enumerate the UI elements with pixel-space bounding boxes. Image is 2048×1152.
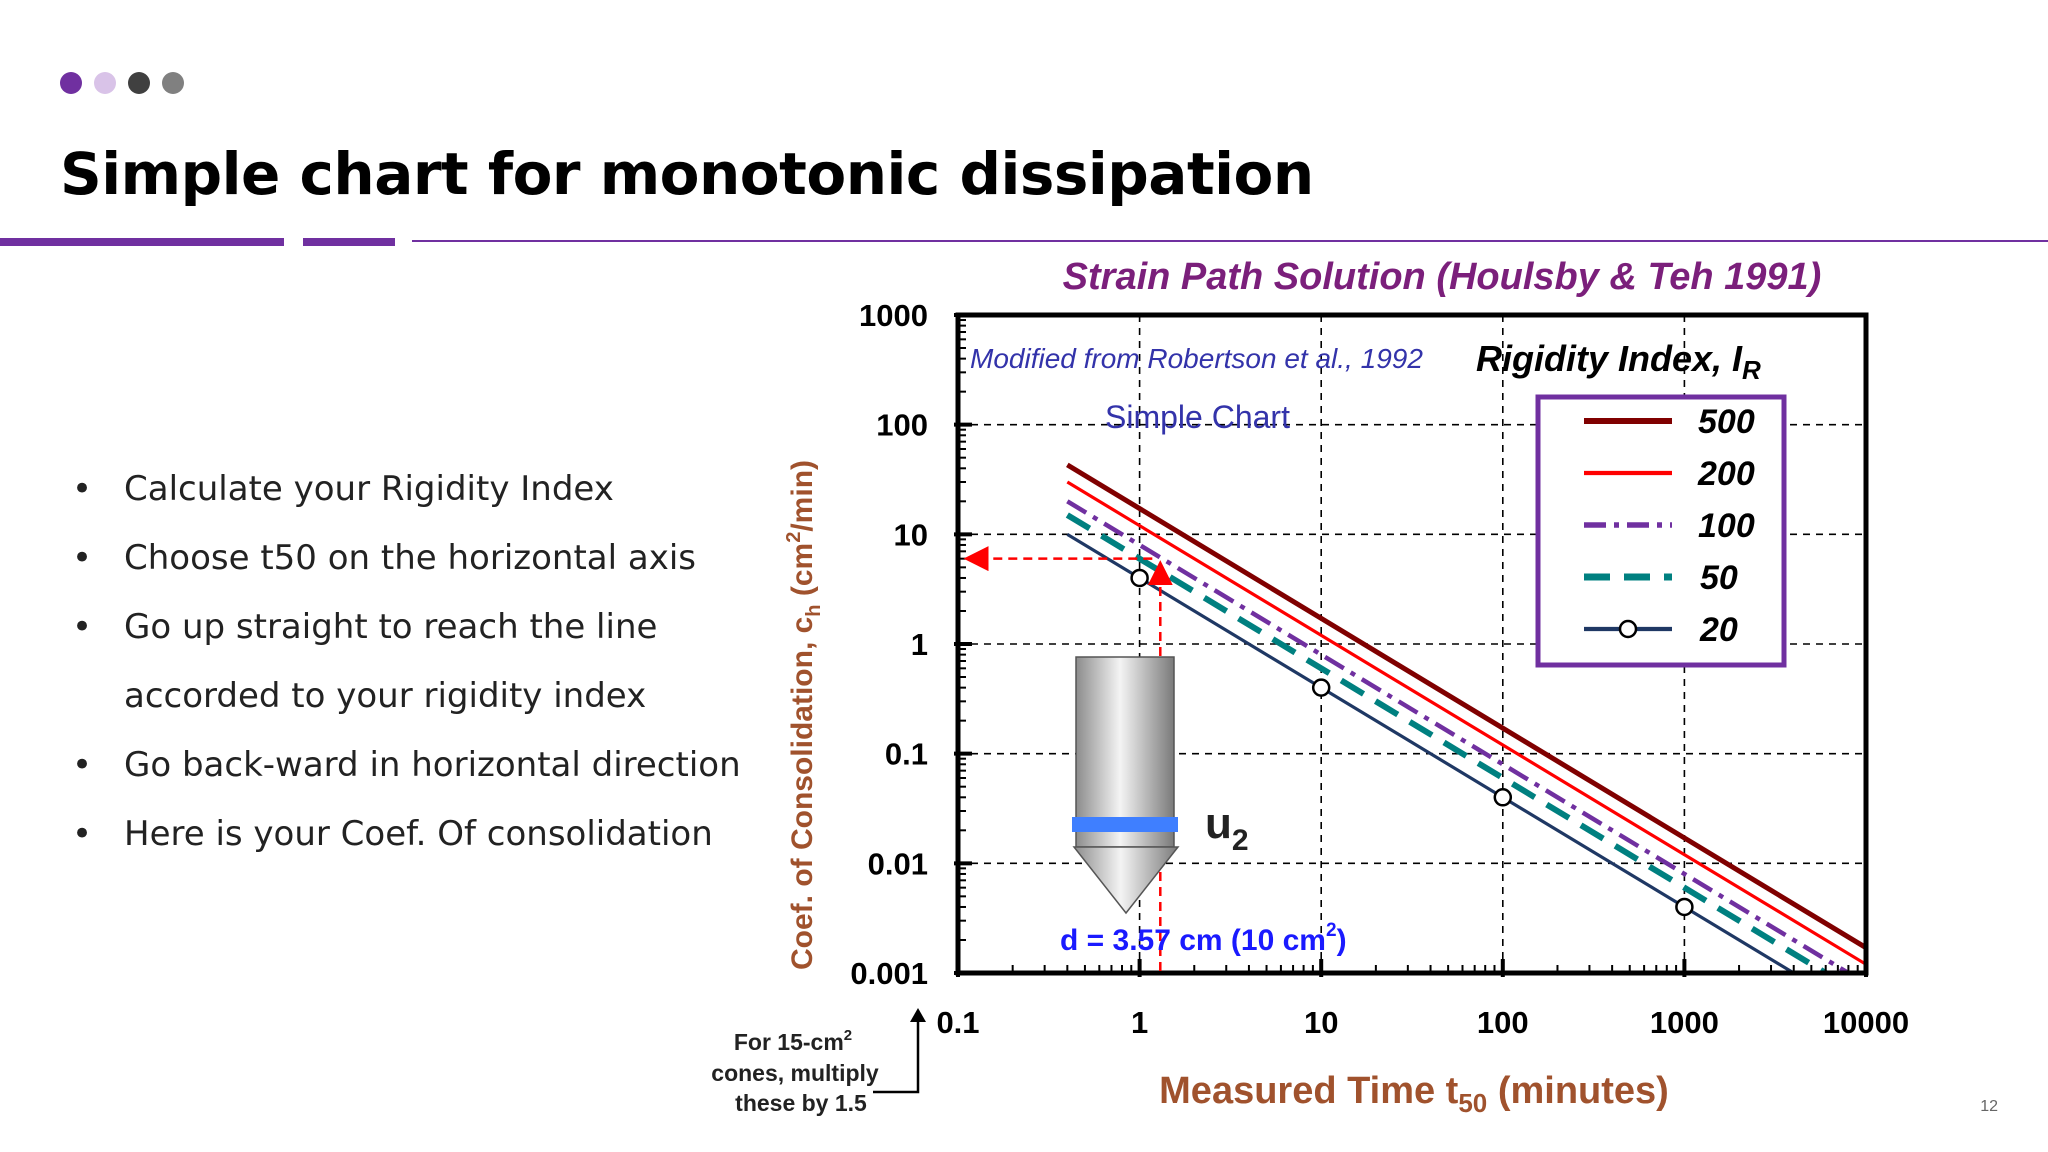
x-tick-label: 10000 [1823,1005,1909,1040]
side-note-line-1-text: For 15-cm [734,1029,844,1055]
bullet-item: Go back-ward in horizontal direction [72,731,752,800]
bullet-item: Go up straight to reach the line [72,593,752,662]
x-axis-label-main: Measured Time t [1159,1070,1459,1112]
bullet-text: accorded to your rigidity index [124,676,647,716]
y-axis-label-end: /min) [786,460,819,532]
title-rule-mid [303,238,395,246]
probe-filter-band [1072,817,1178,832]
side-note-line-2: cones, multiply [711,1060,879,1086]
bullet-text: Calculate your Rigidity Index [124,469,614,509]
y-axis-label-sup: 2 [783,532,805,543]
side-note-line-1: For 15-cm2 [734,1027,852,1055]
series-line-100 [1066,499,1853,973]
x-tick-label: 10 [1304,1005,1338,1040]
legend-label-200: 200 [1697,455,1755,493]
series-marker-20 [1675,897,1694,917]
y-tick-label: 100 [876,408,928,443]
bullet-list: Calculate your Rigidity Index Choose t50 … [72,455,752,869]
dot-3 [128,72,150,94]
y-axis-label: Coef. of Consolidation, ch (cm2/min) [783,460,825,970]
x-axis-label-tail: (minutes) [1487,1070,1669,1112]
y-tick-label: 0.001 [850,956,928,991]
chart-frame [954,312,1869,977]
side-note: For 15-cm2 cones, multiply these by 1.5 [711,1008,926,1116]
bullet-item: Here is your Coef. Of consolidation [72,800,752,869]
series-marker-20 [1311,678,1331,697]
title-rule-left [0,238,284,246]
y-tick-label: 0.01 [868,846,928,881]
y-tick-label: 1000 [859,298,928,333]
series-marker-20 [1130,568,1149,588]
probe-illustration: u2 d = 3.57 cm (10 cm2) [1060,656,1347,957]
probe-note: d = 3.57 cm (10 cm2) [1060,920,1347,957]
bullet-item: Calculate your Rigidity Index [72,455,752,524]
series-marker-20 [1493,788,1513,807]
side-note-bracket [873,1015,920,1094]
y-tick-label: 10 [894,517,928,552]
legend-label-20: 20 [1699,611,1738,649]
bullet-text: Choose t50 on the horizontal axis [124,538,697,578]
y-tick-labels: 0.001 0.01 0.1 1 10 100 1000 [850,298,928,991]
probe-label: u2 [1205,799,1249,857]
legend-title-main: Rigidity Index, I [1476,338,1743,379]
y-axis-label-sub: h [803,604,825,616]
side-note-sup: 2 [844,1027,852,1044]
chart-subtitle: Modified from Robertson et al., 1992 [970,343,1423,374]
slide-decoration-dots [60,72,184,94]
x-tick-labels: 0.1 1 10 100 1000 10000 [936,1005,1909,1040]
chart-inner-label: Simple Chart [1105,399,1290,435]
dot-2 [94,72,116,94]
x-tick-label: 1 [1131,1005,1148,1040]
y-axis-label-main: Coef. of Consolidation, c [786,617,819,970]
probe-cone [1072,846,1180,915]
x-axis-label: Measured Time t50 (minutes) [1159,1070,1669,1118]
chart-series [1065,462,1866,973]
legend-label-50: 50 [1700,559,1738,597]
slide-title: Simple chart for monotonic dissipation [60,140,1314,208]
page-number: 12 [1980,1098,1998,1115]
bullet-text: Here is your Coef. Of consolidation [124,814,713,854]
legend-label-500: 500 [1698,403,1755,441]
dot-4 [162,72,184,94]
legend-title-sub: R [1742,355,1761,385]
probe-note-end: ) [1337,924,1347,957]
title-rule-thin [412,240,2048,242]
side-note-arrow [910,1008,926,1022]
bullet-text: Go back-ward in horizontal direction [124,745,741,785]
chart-title: Strain Path Solution (Houlsby & Teh 1991… [1063,256,1822,298]
series-line-20 [1066,532,1797,973]
side-note-line-3: these by 1.5 [735,1090,867,1116]
y-tick-label: 0.1 [885,737,928,772]
y-tick-label: 1 [911,627,928,662]
x-axis-label-sub: 50 [1458,1088,1487,1118]
legend: 500 200 100 50 20 [1584,403,1755,649]
bullet-item: accorded to your rigidity index [72,662,752,731]
legend-marker-20 [1618,619,1638,639]
dot-1 [60,72,82,94]
series-line-500 [1066,462,1866,950]
bullet-item: Choose t50 on the horizontal axis [72,524,752,593]
series-line-200 [1066,480,1866,966]
probe-body [1075,656,1175,848]
probe-label-main: u [1205,799,1232,848]
x-tick-label: 100 [1477,1005,1529,1040]
y-axis-label-tail: (cm [786,543,819,605]
bullet-text: Go up straight to reach the line [124,607,658,647]
x-tick-label: 0.1 [936,1005,979,1040]
x-tick-label: 1000 [1650,1005,1719,1040]
probe-note-main: d = 3.57 cm (10 cm [1060,924,1326,957]
legend-box [1535,394,1787,668]
probe-label-sub: 2 [1232,824,1249,857]
probe-note-sup: 2 [1326,920,1337,941]
legend-label-100: 100 [1698,507,1755,545]
series-line-50 [1065,512,1832,973]
legend-title: Rigidity Index, IR [1476,338,1761,385]
